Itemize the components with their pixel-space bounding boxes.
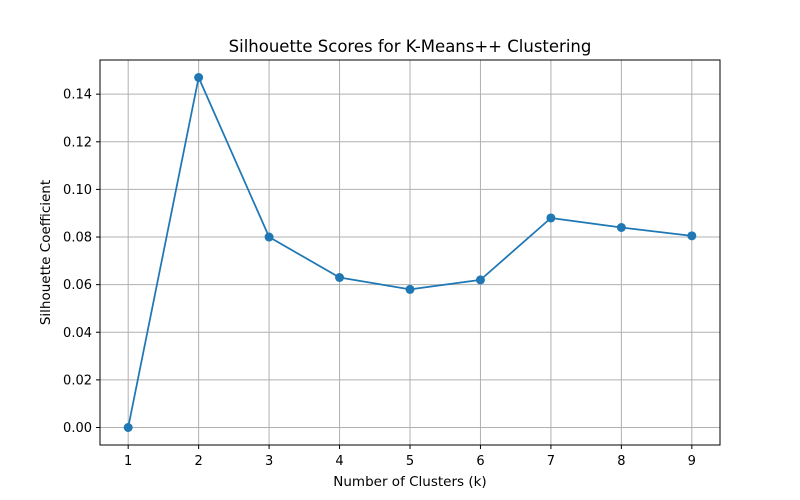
y-tick-label: 0.10: [63, 183, 92, 198]
grid-lines: [100, 60, 720, 445]
x-tick-label: 1: [124, 454, 132, 469]
data-point: [475, 275, 485, 285]
y-tick-label: 0.04: [63, 326, 92, 341]
plot-frame: [99, 59, 721, 446]
axis-ticks: 1 2 3 4 5 6 7 8 9 0.00 0.02 0.04 0.06 0.08 0.10 0.12 0.1…: [63, 88, 696, 469]
y-tick-label: 0.08: [63, 231, 92, 246]
x-tick-label: 6: [476, 454, 484, 469]
x-tick-label: 2: [194, 454, 202, 469]
x-tick-label: 9: [688, 454, 696, 469]
data-point: [616, 223, 626, 232]
chart-title: Silhouette Scores for K-Means++ Clusteri…: [229, 37, 592, 56]
data-point: [194, 73, 204, 82]
data-points: [123, 73, 697, 432]
y-tick-label: 0.00: [63, 421, 92, 436]
data-point: [123, 423, 133, 432]
data-point: [335, 273, 345, 282]
x-tick-label: 7: [547, 454, 555, 469]
y-tick-label: 0.06: [63, 278, 92, 293]
y-tick-label: 0.14: [63, 88, 92, 103]
data-point: [405, 284, 415, 294]
x-tick-label: 8: [617, 454, 625, 469]
y-tick-label: 0.02: [63, 373, 92, 388]
x-axis-label: Number of Clusters (k): [333, 474, 486, 490]
y-tick-label: 0.12: [63, 135, 92, 150]
data-point: [687, 231, 697, 241]
data-point: [546, 213, 556, 223]
x-tick-label: 3: [265, 454, 273, 469]
x-tick-label: 4: [335, 454, 343, 469]
data-point: [264, 232, 274, 242]
x-tick-label: 5: [406, 454, 414, 469]
y-axis-label: Silhouette Coefficient: [38, 180, 54, 325]
